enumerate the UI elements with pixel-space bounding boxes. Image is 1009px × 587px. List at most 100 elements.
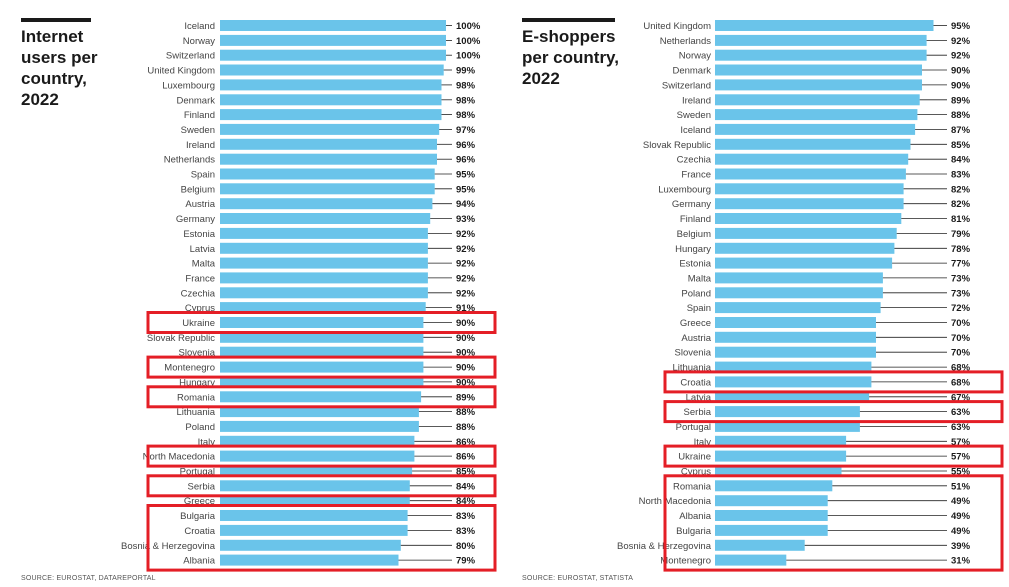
bar (715, 465, 842, 477)
data-label: 39% (951, 541, 971, 552)
data-label: 78% (951, 244, 971, 255)
bar (220, 361, 424, 373)
bar (715, 510, 828, 521)
bar (220, 79, 442, 91)
bar (715, 34, 927, 46)
bar (715, 153, 909, 165)
category-label: Finland (680, 214, 711, 225)
bar (715, 198, 904, 210)
data-label: 90% (456, 348, 476, 359)
category-label: Latvia (686, 392, 712, 403)
category-label: Poland (185, 422, 215, 433)
bar (715, 361, 872, 373)
category-label: Sweden (677, 110, 711, 121)
category-label: France (681, 170, 711, 181)
bar (715, 257, 893, 269)
category-label: Spain (687, 303, 711, 314)
highlight-box (146, 474, 497, 498)
data-label: 79% (456, 556, 476, 567)
category-label: Sweden (181, 125, 215, 136)
category-label: Ukraine (678, 452, 711, 463)
bar (715, 539, 805, 551)
category-label: Hungary (179, 377, 215, 388)
category-label: Serbia (188, 481, 216, 492)
data-label: 90% (456, 363, 476, 374)
bar (715, 554, 787, 566)
category-label: Poland (681, 288, 711, 299)
data-label: 84% (456, 496, 476, 507)
bar (220, 34, 446, 46)
category-label: Spain (191, 170, 215, 181)
category-label: Estonia (183, 229, 215, 240)
bar (715, 346, 876, 358)
bar (715, 138, 911, 150)
data-label: 93% (456, 214, 476, 225)
highlight-box (146, 504, 497, 572)
chart-source: SOURCE: EUROSTAT, STATISTA (522, 575, 634, 582)
category-label: Portugal (180, 467, 215, 478)
internet-users-panel: Internet users per country, 2022 Iceland… (21, 18, 497, 582)
bar (220, 198, 433, 210)
bar (715, 123, 916, 135)
category-label: Germany (176, 214, 215, 225)
data-label: 92% (951, 51, 971, 62)
bar (220, 123, 440, 135)
data-label: 57% (951, 437, 971, 448)
data-label: 55% (951, 467, 971, 478)
bar (220, 406, 419, 418)
bar (715, 331, 876, 343)
bar (715, 435, 847, 447)
category-label: North Macedonia (639, 496, 712, 507)
highlight-box (663, 474, 1004, 572)
data-label: 49% (951, 526, 971, 537)
bar (715, 317, 876, 328)
bar (715, 94, 920, 106)
bar (220, 242, 428, 254)
bar (220, 94, 442, 106)
data-label: 80% (456, 541, 476, 552)
data-label: 49% (951, 511, 971, 522)
highlight-box (146, 444, 497, 468)
category-label: Montenegro (660, 556, 711, 567)
bar (715, 524, 828, 536)
data-label: 95% (456, 170, 476, 181)
category-label: United Kingdom (147, 66, 215, 77)
category-label: Bulgaria (180, 511, 216, 522)
e-shoppers-chart: United Kingdom 95% Netherlands 92% Norway 92%… (617, 20, 1004, 572)
data-label: 63% (951, 407, 971, 418)
category-label: Germany (672, 199, 711, 210)
category-label: Luxembourg (658, 184, 711, 195)
data-label: 97% (456, 125, 476, 136)
data-label: 90% (951, 66, 971, 77)
bar (220, 435, 415, 447)
bar (220, 257, 428, 269)
bar (715, 406, 860, 418)
bar (220, 346, 424, 358)
chart-title: Internet users per country, 2022 (21, 27, 98, 109)
bar (220, 391, 422, 403)
category-label: Finland (184, 110, 215, 121)
data-label: 98% (456, 110, 476, 121)
category-label: Ukraine (182, 318, 215, 329)
category-label: Portugal (676, 422, 711, 433)
data-label: 68% (951, 377, 971, 388)
data-label: 92% (456, 229, 476, 240)
category-label: Norway (679, 51, 711, 62)
category-label: Lithuania (672, 363, 711, 374)
category-label: Serbia (684, 407, 712, 418)
bar (715, 49, 927, 61)
category-label: United Kingdom (643, 21, 711, 32)
bar (220, 168, 435, 180)
category-label: France (185, 273, 215, 284)
data-label: 70% (951, 348, 971, 359)
category-label: Greece (680, 318, 711, 329)
bar (220, 539, 401, 551)
bar (220, 524, 408, 536)
highlight-box (663, 400, 1004, 424)
category-label: Montenegro (164, 363, 215, 374)
category-label: Switzerland (166, 51, 215, 62)
category-label: Czechia (181, 288, 216, 299)
bar (220, 287, 428, 299)
category-label: Italy (198, 437, 216, 448)
category-label: Hungary (675, 244, 711, 255)
